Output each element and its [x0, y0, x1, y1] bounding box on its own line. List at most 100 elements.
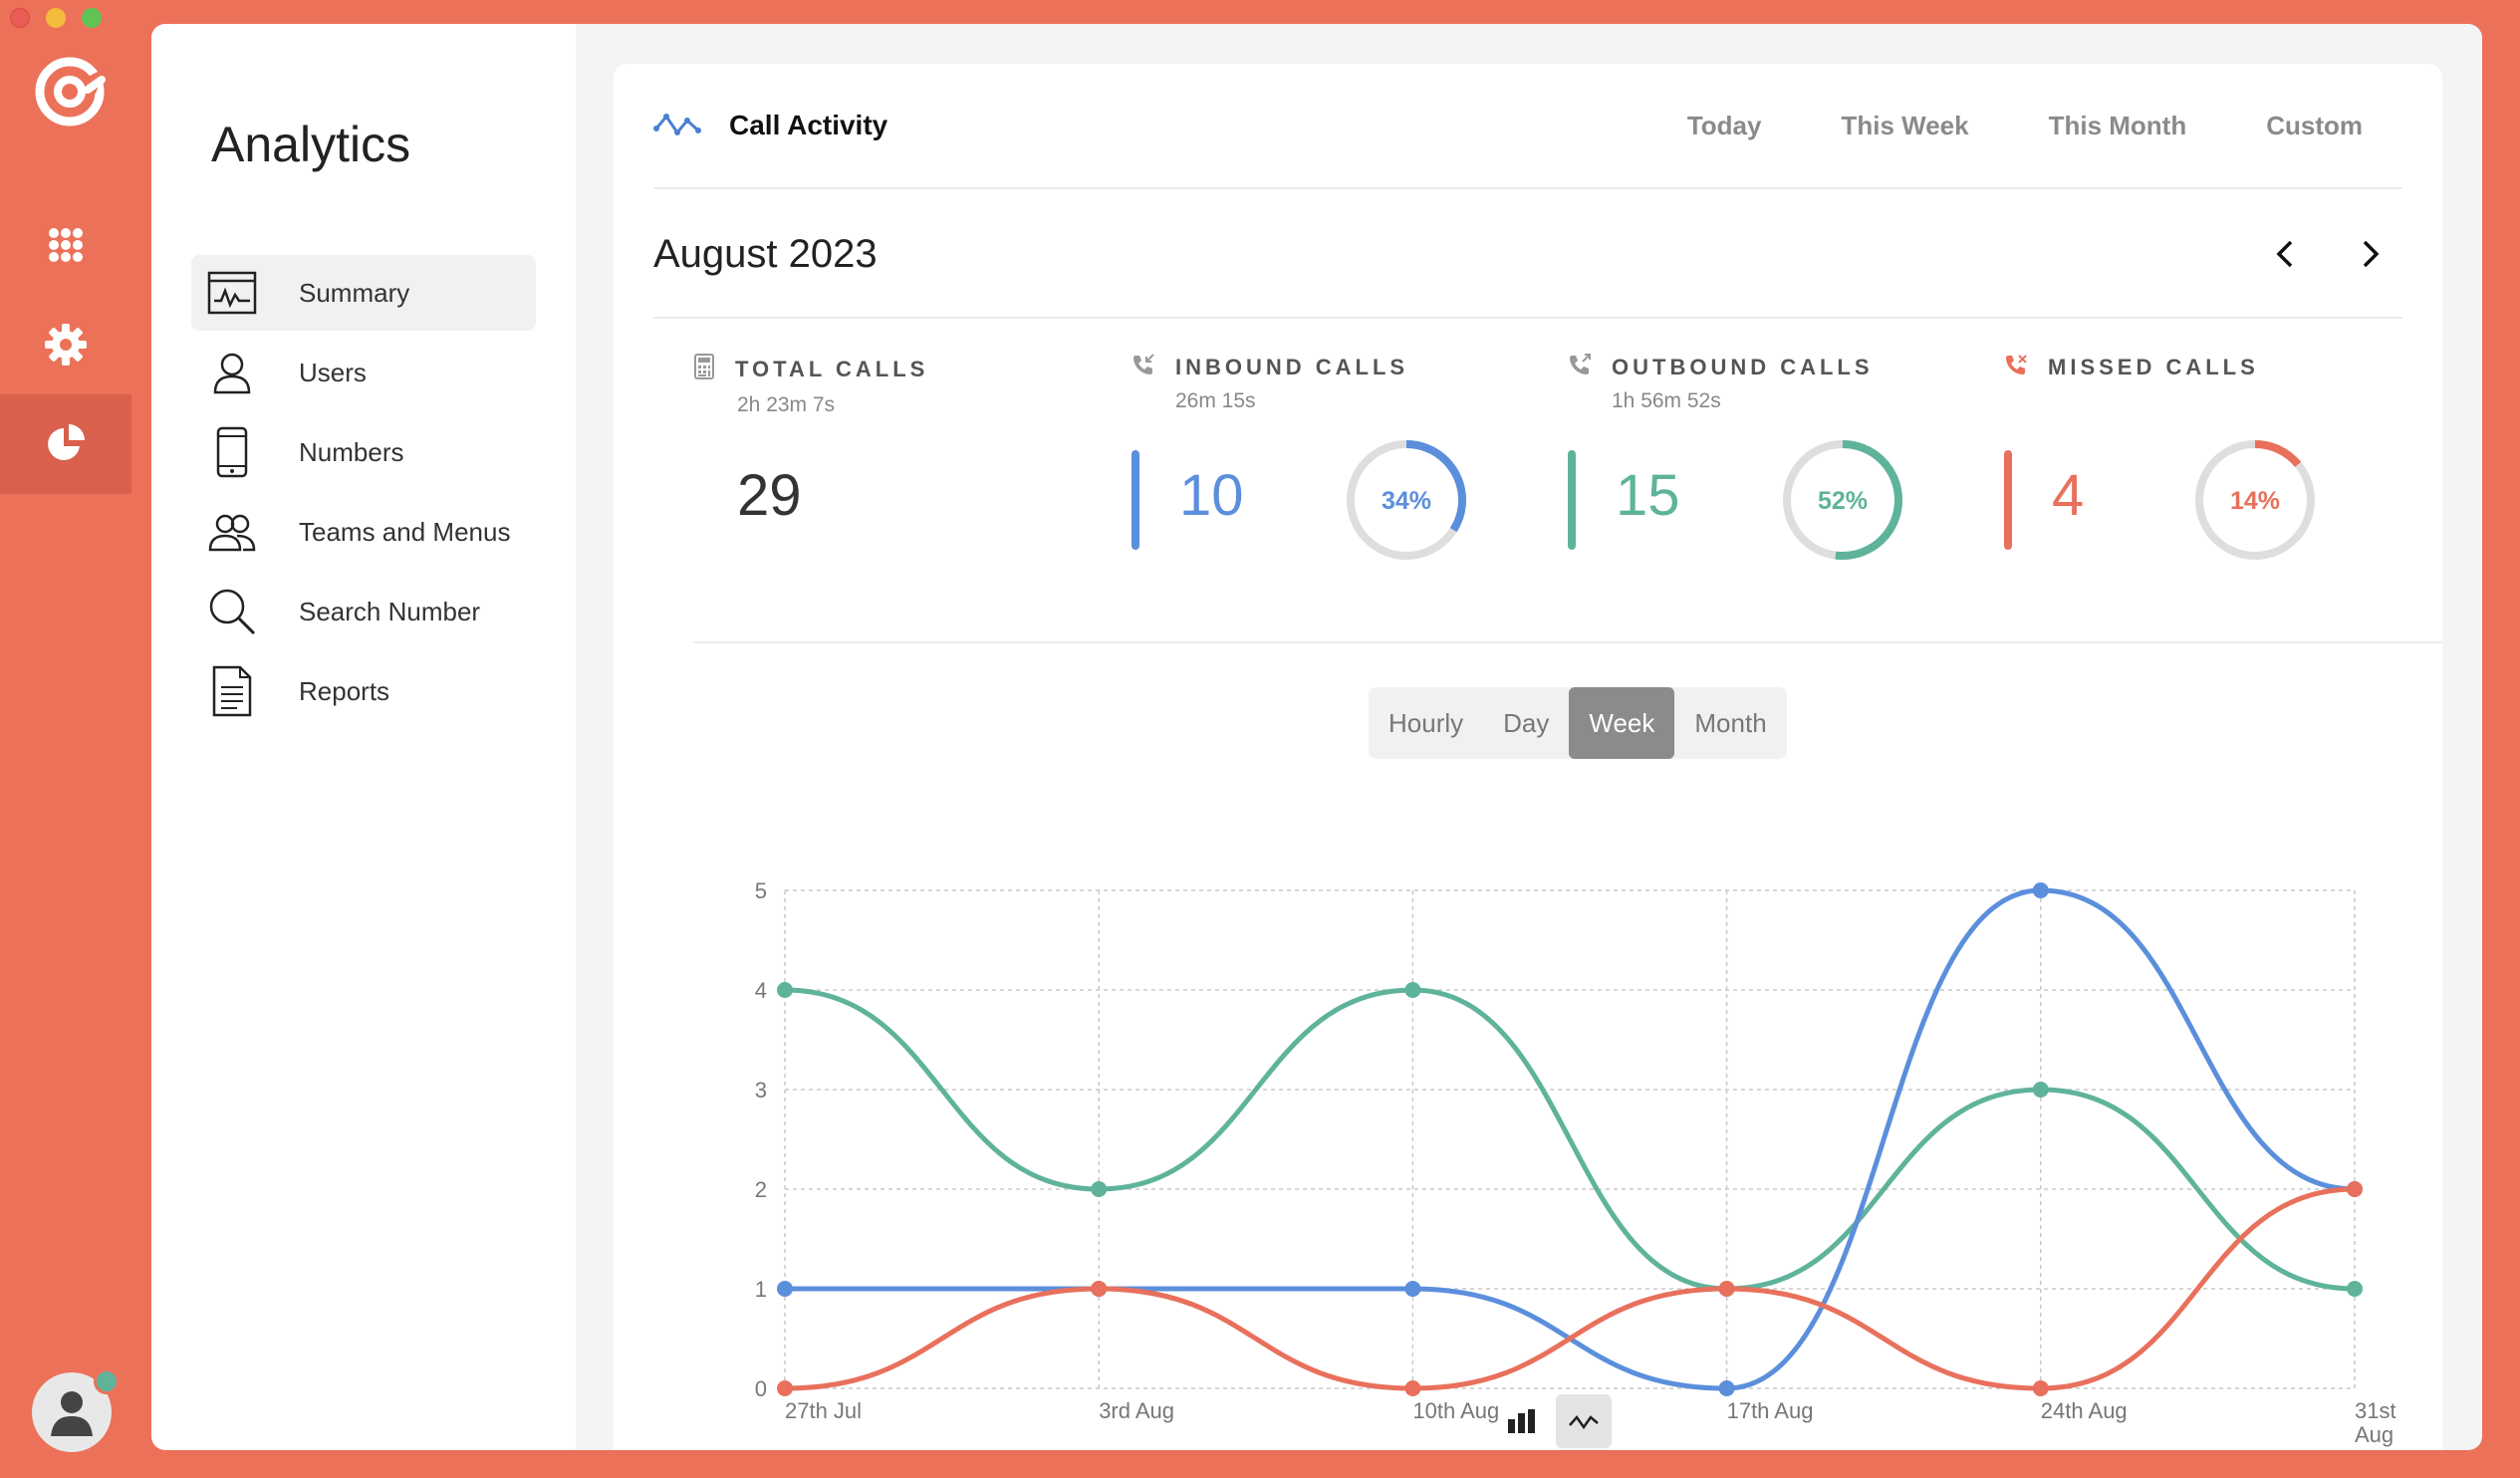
period-label: August 2023 — [653, 231, 878, 276]
granularity-month[interactable]: Month — [1694, 707, 1767, 738]
next-period-button[interactable] — [2353, 236, 2389, 272]
missed-donut: 14% — [2195, 440, 2315, 560]
x-tick-label: 3rd Aug — [1099, 1398, 1174, 1423]
data-point-inbound — [1404, 1281, 1421, 1297]
data-point-missed — [2347, 1181, 2363, 1197]
y-tick-label: 4 — [755, 978, 767, 1003]
search-icon — [205, 585, 259, 638]
stat-missed-calls: MISSED CALLS 4 14% — [2004, 353, 2422, 641]
inbound-donut: 34% — [1347, 440, 1466, 560]
data-point-inbound — [1718, 1380, 1735, 1396]
close-window-button[interactable] — [10, 8, 30, 28]
minimize-window-button[interactable] — [46, 8, 66, 28]
chevron-left-icon — [2276, 240, 2293, 268]
tab-this-week[interactable]: This Week — [1841, 110, 1969, 140]
tab-custom[interactable]: Custom — [2266, 110, 2363, 140]
missed-call-icon — [2004, 353, 2028, 381]
tab-this-month[interactable]: This Month — [2048, 110, 2187, 140]
calculator-icon — [693, 353, 715, 385]
call-stats: TOTAL CALLS 2h 23m 7s 29 INBOUND CALLS 2… — [693, 353, 2442, 643]
stat-title: INBOUND CALLS — [1175, 354, 1409, 379]
outbound-color-bar — [1568, 450, 1576, 550]
data-point-inbound — [777, 1281, 793, 1297]
app-logo-icon — [30, 50, 114, 133]
sidebar-item-teams[interactable]: Teams and Menus — [191, 494, 536, 570]
chart-type-switch — [1494, 1394, 1612, 1448]
line-chart-icon — [1569, 1414, 1599, 1430]
sidebar-item-numbers[interactable]: Numbers — [191, 414, 536, 490]
granularity-week[interactable]: Week — [1569, 687, 1675, 759]
missed-color-bar — [2004, 450, 2012, 550]
stat-value: 29 — [737, 463, 802, 528]
data-point-missed — [1091, 1281, 1108, 1297]
period-tabs: Today This Week This Month Custom — [1687, 111, 2363, 141]
y-tick-label: 2 — [755, 1177, 767, 1202]
bar-chart-button[interactable] — [1494, 1394, 1550, 1448]
sidebar-item-reports[interactable]: Reports — [191, 653, 536, 729]
sidebar-item-summary[interactable]: Summary — [191, 255, 536, 331]
stat-total-calls: TOTAL CALLS 2h 23m 7s 29 — [693, 353, 1112, 641]
stat-title: OUTBOUND CALLS — [1612, 354, 1874, 379]
analytics-button[interactable] — [0, 394, 131, 494]
stat-title: TOTAL CALLS — [735, 356, 929, 381]
card-title: Call Activity — [729, 110, 888, 140]
data-point-missed — [1404, 1380, 1421, 1396]
inbound-percent: 34% — [1382, 487, 1431, 515]
sidebar-nav: Summary Users Numbers Teams and Menus — [191, 255, 536, 733]
sidebar-title: Analytics — [211, 117, 411, 172]
series-line-outbound — [784, 987, 2356, 1292]
chevron-right-icon — [2363, 240, 2380, 268]
data-point-missed — [1718, 1281, 1735, 1297]
maximize-window-button[interactable] — [82, 8, 102, 28]
user-icon — [205, 346, 259, 399]
inbound-call-icon — [1132, 353, 1155, 381]
data-point-outbound — [1091, 1181, 1108, 1197]
period-row: August 2023 — [653, 191, 2402, 319]
phone-icon — [205, 425, 259, 479]
data-point-outbound — [1404, 982, 1421, 998]
data-point-outbound — [777, 982, 793, 998]
stat-value: 4 — [2052, 463, 2085, 528]
team-icon — [205, 505, 259, 559]
period-nav — [2267, 236, 2389, 272]
outbound-donut: 52% — [1783, 440, 1902, 560]
bar-chart-icon — [1508, 1409, 1535, 1433]
person-icon — [51, 1391, 93, 1436]
granularity-day[interactable]: Day — [1503, 707, 1550, 738]
data-point-inbound — [2032, 882, 2049, 898]
sidebar-item-label: Teams and Menus — [299, 516, 511, 547]
gear-icon — [45, 324, 87, 366]
granularity-hourly[interactable]: Hourly — [1388, 707, 1464, 738]
sidebar-item-label: Reports — [299, 675, 390, 706]
activity-line-icon — [653, 109, 701, 143]
x-tick-label: 31st Aug — [2355, 1398, 2396, 1447]
sidebar-item-users[interactable]: Users — [191, 335, 536, 410]
stat-value: 15 — [1616, 463, 1680, 528]
previous-period-button[interactable] — [2267, 236, 2303, 272]
tab-today[interactable]: Today — [1686, 110, 1762, 140]
x-tick-label: 17th Aug — [1727, 1398, 1814, 1423]
settings-button[interactable] — [0, 295, 131, 394]
stat-title: MISSED CALLS — [2048, 354, 2259, 379]
apps-grid-button[interactable] — [0, 195, 131, 295]
sidebar-item-label: Numbers — [299, 436, 404, 467]
app-rail — [0, 0, 149, 1478]
pie-chart-icon — [48, 424, 85, 460]
window-controls — [10, 8, 102, 28]
y-tick-label: 5 — [755, 878, 767, 903]
outbound-percent: 52% — [1818, 487, 1868, 515]
y-tick-label: 3 — [755, 1078, 767, 1103]
data-point-outbound — [2347, 1281, 2363, 1297]
app-window: Analytics Summary Users Numbers — [151, 24, 2482, 1450]
card-header: Call Activity Today This Week This Month… — [653, 64, 2402, 189]
y-tick-label: 1 — [755, 1277, 767, 1302]
line-chart-button[interactable] — [1556, 1394, 1612, 1448]
stat-inbound-calls: INBOUND CALLS 26m 15s 10 34% — [1132, 353, 1550, 641]
series-line-missed — [784, 1186, 2356, 1391]
sidebar-item-label: Search Number — [299, 596, 481, 626]
analytics-sidebar: Analytics Summary Users Numbers — [151, 24, 576, 1450]
call-activity-card: Call Activity Today This Week This Month… — [614, 64, 2442, 1450]
call-activity-chart: 0 1 2 3 4 5 27th Jul 3rd Aug 10th Aug 17th Aug 24t… — [755, 878, 2396, 1447]
sidebar-item-search-number[interactable]: Search Number — [191, 574, 536, 649]
y-tick-label: 0 — [755, 1376, 767, 1401]
